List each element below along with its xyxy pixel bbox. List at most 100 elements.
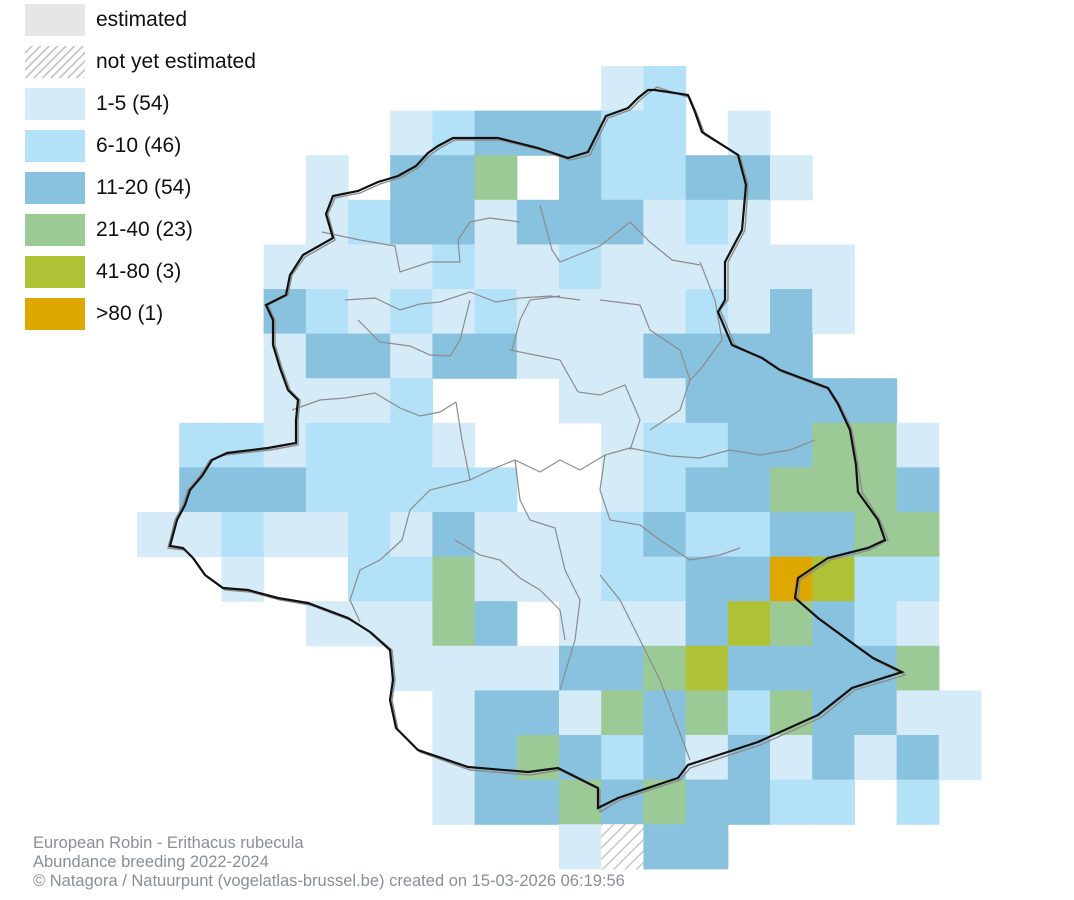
grid-cell — [516, 690, 560, 736]
grid-cell — [770, 333, 813, 379]
grid-cell — [263, 244, 307, 290]
grid-cell — [643, 110, 687, 156]
grid-cell — [812, 645, 855, 691]
grid-cell — [559, 155, 602, 201]
grid-cell — [727, 735, 771, 781]
grid-cell — [516, 512, 560, 558]
grid-cell — [432, 155, 476, 201]
grid-cell — [727, 601, 771, 647]
grid-cell — [770, 289, 813, 335]
grid-cell — [474, 155, 518, 201]
grid-cell — [643, 824, 687, 870]
legend-item-6-10: 6-10 (46) — [25, 130, 325, 162]
municipality-border — [511, 295, 561, 351]
grid-cell — [432, 289, 476, 335]
municipality-border — [599, 454, 741, 561]
municipality-border — [539, 589, 566, 641]
grid-cell — [474, 244, 518, 290]
grid-cell — [812, 467, 855, 513]
grid-cell — [643, 66, 687, 112]
grid-cell — [348, 556, 391, 602]
grid-cell — [643, 645, 687, 691]
grid-cell — [348, 601, 391, 647]
grid-cell — [770, 155, 813, 201]
grid-cell — [601, 289, 644, 335]
grid-cell — [643, 467, 687, 513]
grid-cell — [643, 601, 687, 647]
grid-cell — [559, 824, 602, 870]
grid-cell — [601, 155, 644, 201]
grid-cell — [390, 601, 433, 647]
grid-cell — [348, 422, 391, 468]
grid-cell — [390, 289, 433, 335]
grid-cell — [432, 512, 476, 558]
grid-cell — [516, 244, 560, 290]
grid-cell — [685, 824, 729, 870]
grid-cell — [221, 422, 265, 468]
grid-cell — [559, 333, 602, 379]
grid-cell — [390, 556, 433, 602]
grid-cell — [770, 422, 813, 468]
grid-cell — [348, 289, 391, 335]
legend-swatch — [25, 256, 85, 288]
grid-cell — [727, 779, 771, 825]
grid-cell — [305, 512, 349, 558]
grid-cell — [559, 199, 602, 245]
grid-cell — [643, 155, 687, 201]
grid-cell — [474, 556, 518, 602]
grid-cell — [516, 289, 560, 335]
municipality-border — [455, 401, 631, 481]
grid-cell — [601, 645, 644, 691]
grid-cell — [812, 779, 855, 825]
grid-cell — [685, 601, 729, 647]
legend-item-not-yet-estimated: not yet estimated — [25, 46, 325, 78]
grid-cell — [474, 199, 518, 245]
grid-cell — [432, 601, 476, 647]
grid-cell — [390, 467, 433, 513]
legend-swatch — [25, 172, 85, 204]
grid-cell — [896, 422, 940, 468]
grid-cell — [559, 601, 602, 647]
grid-cell — [305, 422, 349, 468]
grid-cell — [305, 601, 349, 647]
grid-cell — [390, 378, 433, 424]
grid-cell — [685, 244, 729, 290]
municipality-border — [349, 479, 471, 623]
grid-cell — [770, 735, 813, 781]
grid-cell — [432, 645, 476, 691]
grid-cell — [727, 467, 771, 513]
grid-cell — [727, 244, 771, 290]
grid-cell — [854, 601, 898, 647]
grid-cell — [601, 467, 644, 513]
grid-cell — [601, 512, 644, 558]
grid-cell — [559, 244, 602, 290]
grid-cell — [685, 199, 729, 245]
grid-cell — [474, 512, 518, 558]
municipality-border — [539, 204, 701, 266]
legend-label: 11-20 (54) — [96, 176, 192, 199]
grid-cell — [727, 378, 771, 424]
grid-cell — [179, 512, 222, 558]
grid-cell — [643, 378, 687, 424]
legend-label: estimated — [96, 8, 188, 31]
grid-cell — [685, 289, 729, 335]
grid-cell — [643, 690, 687, 736]
grid-cell — [770, 467, 813, 513]
grid-cell — [601, 199, 644, 245]
grid-cell — [727, 333, 771, 379]
grid-cell — [685, 422, 729, 468]
grid-cell — [812, 512, 855, 558]
grid-cell — [432, 422, 476, 468]
legend-item-41-80: 41-80 (3) — [25, 256, 325, 288]
grid-cell — [812, 735, 855, 781]
grid-cell — [516, 645, 560, 691]
municipality-border — [454, 539, 541, 591]
grid-cell — [727, 155, 771, 201]
grid-cell — [348, 199, 391, 245]
grid-cell — [516, 556, 560, 602]
grid-cell — [854, 422, 898, 468]
grid-cell — [305, 467, 349, 513]
grid-cell — [938, 735, 982, 781]
legend-swatch — [25, 130, 85, 162]
grid-cell — [390, 110, 433, 156]
